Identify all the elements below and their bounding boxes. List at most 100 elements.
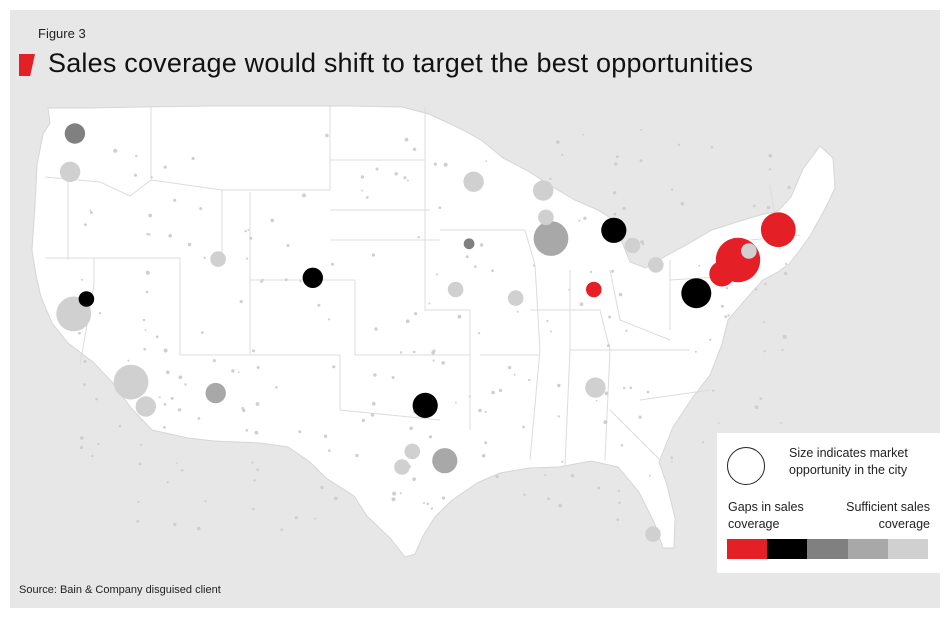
minor-city-dot — [113, 148, 118, 153]
minor-city-dot — [428, 435, 433, 439]
minor-city-dot — [361, 418, 365, 422]
minor-city-dot — [134, 173, 137, 177]
minor-city-dot — [176, 462, 178, 465]
minor-city-dot — [570, 474, 575, 478]
minor-city-dot — [465, 255, 469, 259]
minor-city-dot — [244, 230, 247, 233]
minor-city-dot — [617, 489, 621, 493]
minor-city-dot — [79, 445, 84, 450]
minor-city-dot — [237, 371, 240, 374]
minor-city-dot — [178, 375, 183, 380]
minor-city-dot — [245, 429, 249, 432]
city-markers — [56, 123, 796, 542]
figure-label: Figure 3 — [38, 26, 86, 41]
minor-city-dot — [485, 160, 488, 163]
minor-city-dot — [184, 383, 187, 386]
minor-city-dot — [616, 518, 619, 521]
minor-city-dot — [604, 391, 609, 396]
minor-city-dot — [199, 207, 203, 211]
legend-scale-swatch-5 — [887, 539, 929, 559]
minor-city-dot — [780, 421, 783, 424]
minor-city-dot — [163, 426, 166, 429]
minor-city-dot — [457, 314, 462, 319]
minor-city-dot — [231, 369, 235, 373]
minor-city-dot — [252, 349, 255, 353]
minor-city-dot — [426, 502, 430, 506]
minor-city-dot — [614, 162, 618, 166]
figure-frame: Figure 3 Sales coverage would shift to t… — [10, 10, 942, 608]
minor-city-dot — [81, 278, 84, 281]
minor-city-dot — [405, 319, 410, 324]
minor-city-dot — [507, 365, 512, 370]
minor-city-dot — [670, 456, 673, 460]
minor-city-dot — [163, 403, 167, 406]
minor-city-dot — [649, 474, 652, 477]
minor-city-dot — [755, 288, 758, 291]
minor-city-dot — [680, 201, 685, 206]
minor-city-dot — [717, 422, 720, 424]
minor-city-dot — [752, 204, 756, 208]
minor-city-dot — [241, 408, 246, 413]
title-accent-mark — [19, 54, 35, 76]
source-note: Source: Bain & Company disguised client — [19, 584, 221, 596]
minor-city-dot — [84, 223, 87, 227]
minor-city-dot — [166, 481, 169, 484]
minor-city-dot — [144, 329, 147, 331]
minor-city-dot — [284, 278, 288, 282]
city-opportunity-bubble — [113, 364, 149, 400]
minor-city-dot — [403, 176, 407, 180]
legend-color-scale — [727, 539, 929, 559]
minor-city-dot — [612, 191, 617, 195]
minor-city-dot — [522, 425, 525, 429]
minor-city-dot — [143, 347, 146, 351]
minor-city-dot — [479, 243, 484, 247]
minor-city-dot — [607, 344, 610, 348]
city-opportunity-bubble — [302, 267, 323, 288]
minor-city-dot — [136, 519, 140, 523]
minor-city-dot — [145, 290, 149, 294]
minor-city-dot — [561, 153, 564, 156]
minor-city-dot — [491, 390, 495, 395]
city-opportunity-bubble — [432, 448, 458, 474]
minor-city-dot — [365, 196, 369, 199]
city-opportunity-bubble — [507, 290, 524, 306]
minor-city-dot — [200, 331, 204, 334]
legend-scale-swatch-3 — [807, 539, 848, 559]
minor-city-dot — [625, 329, 628, 332]
minor-city-dot — [620, 444, 624, 447]
minor-city-dot — [80, 436, 84, 440]
minor-city-dot — [568, 288, 571, 291]
minor-city-dot — [513, 373, 516, 376]
minor-city-dot — [720, 304, 724, 308]
minor-city-dot — [333, 496, 338, 501]
minor-city-dot — [618, 501, 621, 505]
minor-city-dot — [544, 473, 547, 476]
minor-city-dot — [478, 332, 481, 335]
minor-city-dot — [375, 167, 379, 171]
minor-city-dot — [781, 348, 784, 352]
minor-city-dot — [428, 302, 431, 305]
minor-city-dot — [97, 442, 100, 446]
legend-gaps-label: Gaps in sales coverage — [728, 500, 804, 531]
minor-city-dot — [583, 216, 587, 220]
minor-city-dot — [252, 507, 255, 511]
city-opportunity-bubble — [624, 237, 641, 254]
minor-city-dot — [78, 331, 81, 335]
minor-city-dot — [299, 280, 302, 283]
minor-city-dot — [91, 454, 94, 458]
minor-city-dot — [394, 172, 398, 176]
minor-city-dot — [373, 373, 377, 377]
minor-city-dot — [166, 370, 170, 375]
city-opportunity-bubble — [645, 526, 661, 542]
minor-city-dot — [146, 233, 149, 236]
minor-city-dot — [187, 242, 192, 247]
minor-city-dot — [82, 383, 86, 387]
minor-city-dot — [546, 319, 549, 323]
minor-city-dot — [406, 179, 409, 182]
minor-city-dot — [516, 310, 519, 313]
minor-city-dot — [478, 408, 482, 413]
minor-city-dot — [270, 218, 275, 223]
minor-city-dot — [163, 348, 168, 353]
us-landmass — [31, 105, 836, 558]
minor-city-dot — [710, 146, 714, 149]
